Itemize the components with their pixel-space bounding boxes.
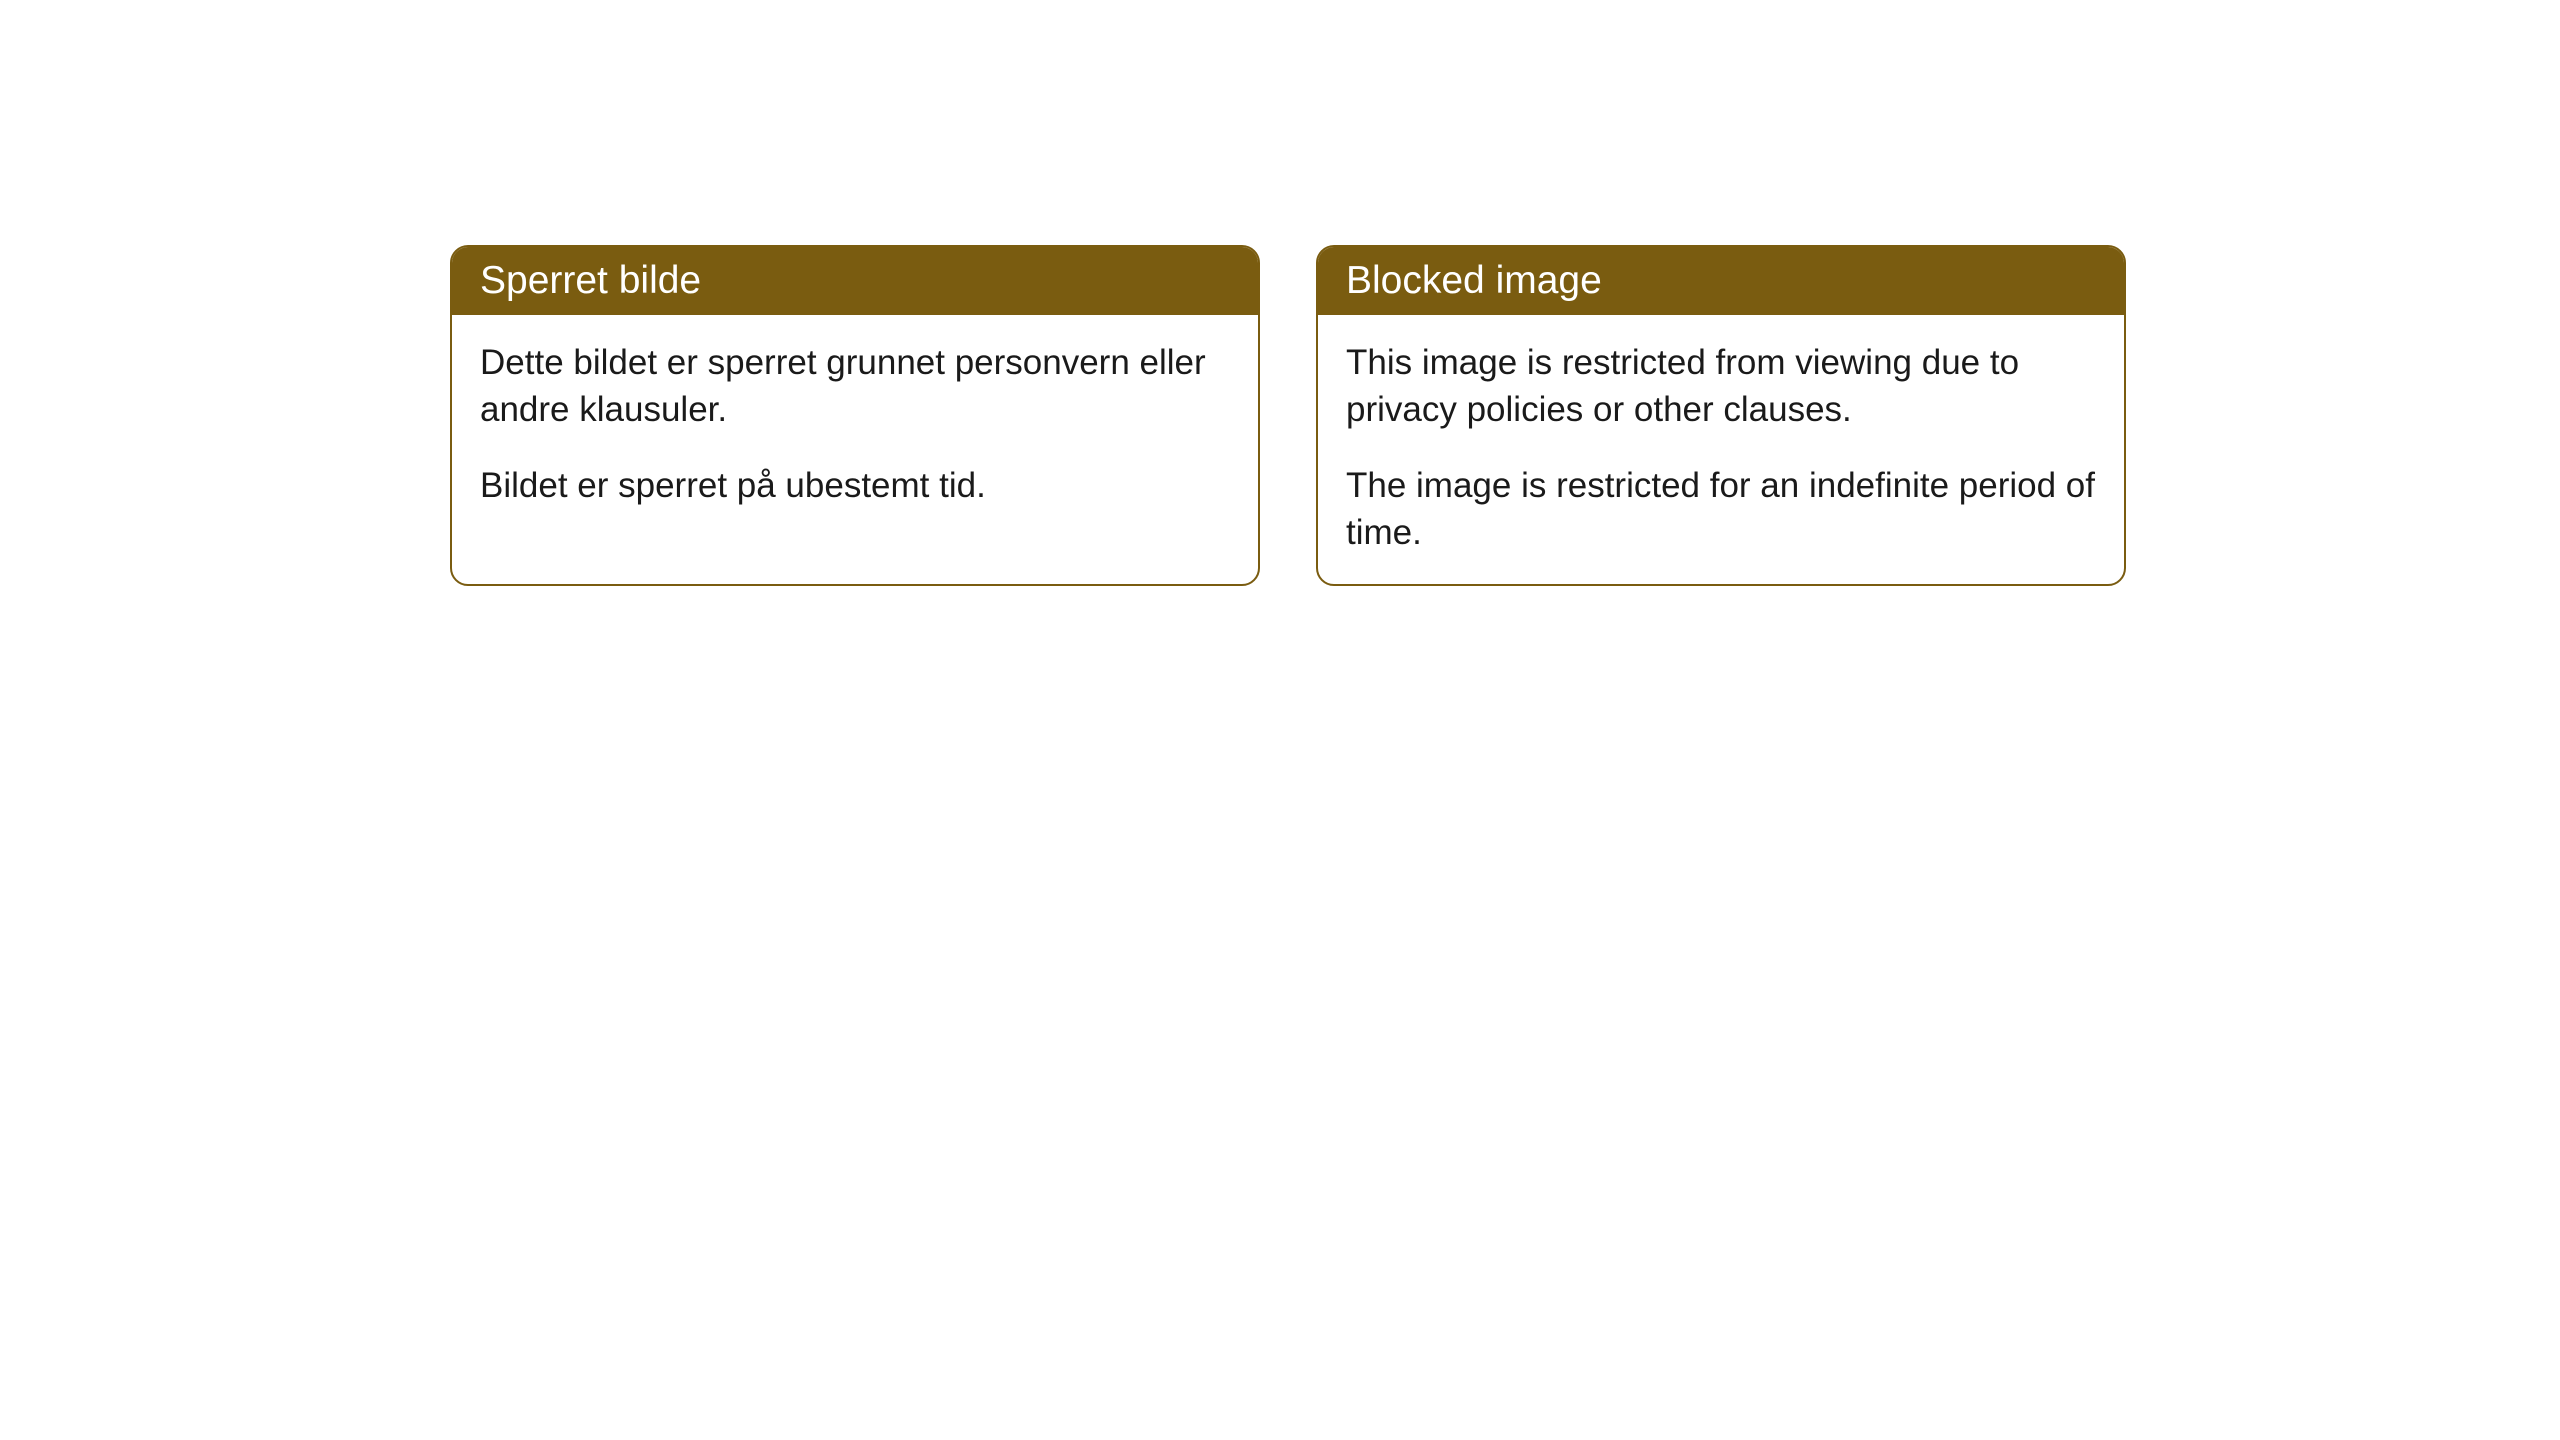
card-paragraph-2: The image is restricted for an indefinit… [1346,462,2096,557]
card-paragraph-1: Dette bildet er sperret grunnet personve… [480,339,1230,434]
card-title: Sperret bilde [480,259,701,302]
card-body-english: This image is restricted from viewing du… [1318,315,2124,584]
card-paragraph-1: This image is restricted from viewing du… [1346,339,2096,434]
blocked-image-card-norwegian: Sperret bilde Dette bildet er sperret gr… [450,245,1260,586]
card-header-english: Blocked image [1318,247,2124,315]
card-paragraph-2: Bildet er sperret på ubestemt tid. [480,462,1230,509]
card-header-norwegian: Sperret bilde [452,247,1258,315]
notice-cards-container: Sperret bilde Dette bildet er sperret gr… [450,245,2126,586]
blocked-image-card-english: Blocked image This image is restricted f… [1316,245,2126,586]
card-body-norwegian: Dette bildet er sperret grunnet personve… [452,315,1258,537]
card-title: Blocked image [1346,259,1602,302]
